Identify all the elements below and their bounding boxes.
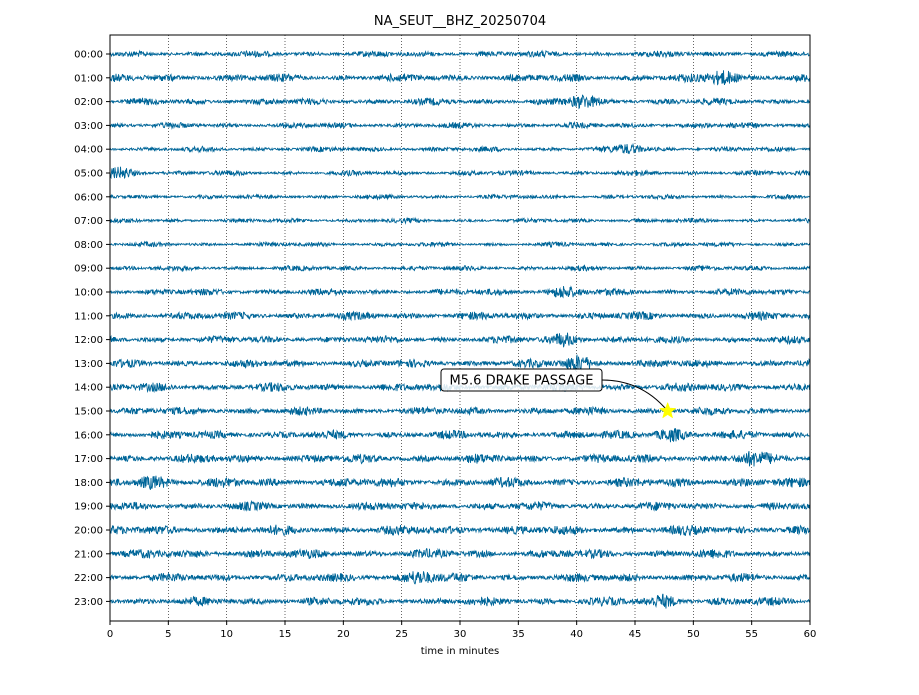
x-tick-label-3: 15 xyxy=(279,629,292,640)
trace-row-0300 xyxy=(109,120,811,130)
chart-title: NA_SEUT__BHZ_20250704 xyxy=(374,14,546,29)
x-tick-label-5: 25 xyxy=(395,629,408,640)
x-tick-label-9: 45 xyxy=(629,629,642,640)
trace-row-2200 xyxy=(109,571,811,585)
trace-row-1900 xyxy=(109,499,811,512)
y-tick-label-13: 13:00 xyxy=(74,359,103,370)
y-tick-label-20: 20:00 xyxy=(74,526,103,537)
y-tick-label-0: 00:00 xyxy=(74,50,103,61)
y-tick-label-9: 09:00 xyxy=(74,264,103,275)
y-tick-label-2: 02:00 xyxy=(74,97,103,108)
y-tick-label-4: 04:00 xyxy=(74,145,103,156)
trace-row-1300 xyxy=(109,354,811,372)
trace-row-0900 xyxy=(109,264,811,273)
trace-row-2300 xyxy=(109,593,811,609)
trace-row-1100 xyxy=(109,310,811,322)
y-tick-label-1: 01:00 xyxy=(74,73,103,84)
trace-row-0800 xyxy=(109,240,811,249)
y-tick-label-11: 11:00 xyxy=(74,311,103,322)
x-tick-label-11: 55 xyxy=(745,629,758,640)
x-tick-label-1: 5 xyxy=(165,629,171,640)
grid-lines xyxy=(168,35,752,621)
trace-row-0000 xyxy=(109,49,811,59)
y-tick-label-14: 14:00 xyxy=(74,383,103,394)
x-axis-label: time in minutes xyxy=(421,646,500,657)
y-tick-label-16: 16:00 xyxy=(74,430,103,441)
x-axis-ticks: 0 5 10 15 20 25 30 35 40 45 50 55 60 xyxy=(107,621,817,640)
trace-row-0200 xyxy=(109,94,811,110)
y-tick-label-12: 12:00 xyxy=(74,335,103,346)
y-tick-label-21: 21:00 xyxy=(74,549,103,560)
y-tick-label-3: 03:00 xyxy=(74,121,103,132)
y-tick-label-10: 10:00 xyxy=(74,288,103,299)
y-tick-label-15: 15:00 xyxy=(74,407,103,418)
trace-row-1800 xyxy=(109,475,811,490)
x-tick-label-12: 60 xyxy=(804,629,817,640)
trace-row-0100 xyxy=(109,70,811,86)
x-tick-label-6: 30 xyxy=(454,629,467,640)
annotation-connector xyxy=(601,379,669,412)
y-tick-label-5: 05:00 xyxy=(74,169,103,180)
trace-row-1000 xyxy=(109,285,811,299)
y-tick-label-7: 07:00 xyxy=(74,216,103,227)
y-tick-label-6: 06:00 xyxy=(74,192,103,203)
trace-row-1500 xyxy=(109,405,811,417)
trace-row-2100 xyxy=(109,547,811,560)
trace-row-1700 xyxy=(109,450,811,467)
annotation-box xyxy=(440,368,603,392)
event-annotation: M5.6 DRAKE PASSAGE xyxy=(440,368,677,419)
x-tick-label-4: 20 xyxy=(337,629,350,640)
y-tick-label-19: 19:00 xyxy=(74,502,103,513)
y-tick-label-23: 23:00 xyxy=(74,597,103,608)
x-tick-label-8: 40 xyxy=(570,629,583,640)
x-tick-label-10: 50 xyxy=(687,629,700,640)
trace-row-0600 xyxy=(109,193,811,201)
trace-row-0700 xyxy=(109,216,811,225)
trace-row-0500 xyxy=(109,166,811,180)
y-tick-label-17: 17:00 xyxy=(74,454,103,465)
seismogram-traces xyxy=(109,49,811,609)
trace-row-1600 xyxy=(109,428,811,443)
y-axis-ticks: 00:00 01:00 02:00 03:00 04:00 05:00 06:00 07:00… xyxy=(74,50,110,608)
x-tick-label-0: 0 xyxy=(107,629,113,640)
y-tick-label-22: 22:00 xyxy=(74,573,103,584)
trace-row-0400 xyxy=(109,142,811,155)
trace-row-2000 xyxy=(109,524,811,537)
trace-row-1200 xyxy=(109,332,811,348)
x-tick-label-2: 10 xyxy=(220,629,233,640)
event-label: M5.6 DRAKE PASSAGE xyxy=(450,374,594,389)
event-star-marker xyxy=(658,401,677,419)
y-tick-label-8: 08:00 xyxy=(74,240,103,251)
y-tick-label-18: 18:00 xyxy=(74,478,103,489)
x-tick-label-7: 35 xyxy=(512,629,525,640)
